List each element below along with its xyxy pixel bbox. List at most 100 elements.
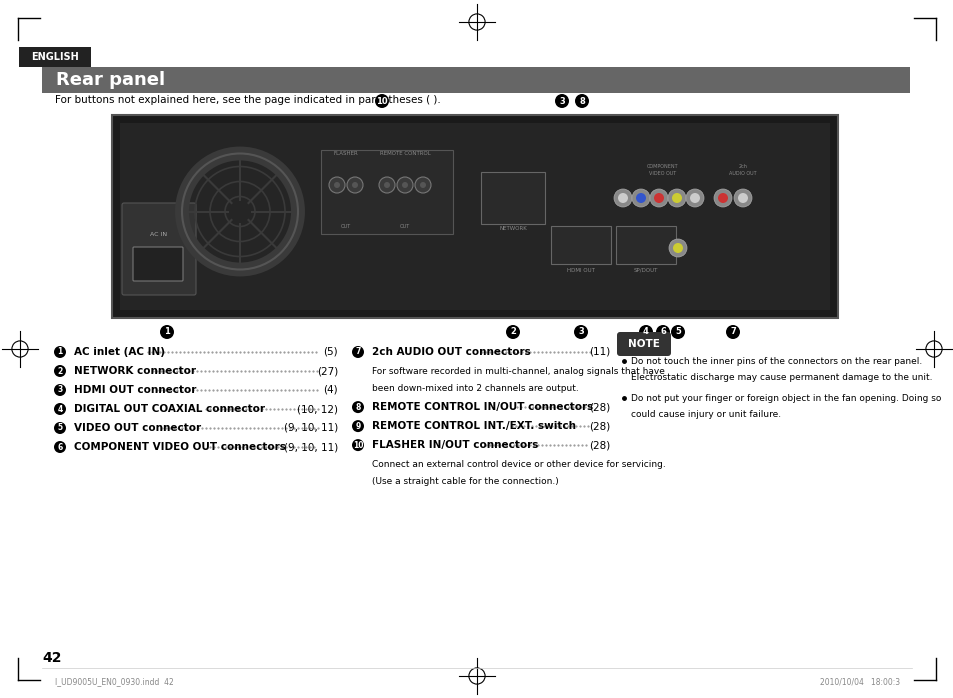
Circle shape [378, 177, 395, 193]
Text: VIDEO OUT connector: VIDEO OUT connector [74, 423, 201, 433]
Text: 2ch
AUDIO OUT: 2ch AUDIO OUT [728, 165, 756, 176]
Circle shape [329, 177, 345, 193]
Text: 8: 8 [355, 403, 360, 412]
Text: I_UD9005U_EN0_0930.indd  42: I_UD9005U_EN0_0930.indd 42 [55, 678, 173, 687]
Text: 7: 7 [729, 327, 735, 336]
Circle shape [334, 182, 339, 188]
Text: (11): (11) [588, 347, 609, 357]
Circle shape [505, 325, 519, 339]
Text: Connect an external control device or other device for servicing.: Connect an external control device or ot… [372, 459, 665, 468]
Text: COMPONENT VIDEO OUT connectors: COMPONENT VIDEO OUT connectors [74, 442, 286, 452]
Text: HDMI OUT connector: HDMI OUT connector [74, 385, 196, 395]
Text: OUT: OUT [399, 224, 410, 229]
FancyBboxPatch shape [19, 47, 91, 67]
Circle shape [555, 94, 568, 108]
Circle shape [733, 189, 751, 207]
Text: 2: 2 [57, 366, 63, 376]
Text: 2010/10/04   18:00:3: 2010/10/04 18:00:3 [819, 678, 899, 687]
Text: (4): (4) [323, 385, 337, 395]
Text: 8: 8 [578, 96, 584, 105]
Circle shape [352, 346, 364, 358]
Text: ENGLISH: ENGLISH [31, 52, 79, 62]
FancyBboxPatch shape [120, 123, 829, 310]
Text: SP/DOUT: SP/DOUT [633, 268, 658, 273]
Circle shape [574, 325, 587, 339]
Text: 5: 5 [57, 424, 63, 433]
Text: REMOTE CONTROL IN/OUT connectors: REMOTE CONTROL IN/OUT connectors [372, 402, 593, 412]
Circle shape [54, 365, 66, 377]
Text: (5): (5) [323, 347, 337, 357]
Text: AC inlet (AC IN): AC inlet (AC IN) [74, 347, 165, 357]
Circle shape [54, 422, 66, 434]
Text: REMOTE CONTROL: REMOTE CONTROL [379, 151, 430, 156]
Text: 6: 6 [659, 327, 665, 336]
Text: 10: 10 [375, 96, 388, 105]
FancyBboxPatch shape [616, 226, 676, 264]
FancyBboxPatch shape [122, 203, 195, 295]
Text: Rear panel: Rear panel [56, 71, 165, 89]
Text: For software recorded in multi-channel, analog signals that have: For software recorded in multi-channel, … [372, 366, 664, 376]
Text: 3: 3 [57, 385, 63, 394]
Circle shape [614, 189, 631, 207]
Circle shape [689, 193, 700, 203]
Text: NOTE: NOTE [627, 339, 659, 349]
Circle shape [160, 325, 173, 339]
Text: (9, 10, 11): (9, 10, 11) [283, 423, 337, 433]
Text: been down-mixed into 2 channels are output.: been down-mixed into 2 channels are outp… [372, 384, 578, 392]
Circle shape [671, 193, 681, 203]
Circle shape [347, 177, 363, 193]
Circle shape [639, 325, 652, 339]
Text: could cause injury or unit failure.: could cause injury or unit failure. [630, 410, 781, 419]
Circle shape [672, 243, 682, 253]
Circle shape [668, 239, 686, 257]
Text: REMOTE CONTROL INT./EXT. switch: REMOTE CONTROL INT./EXT. switch [372, 421, 576, 431]
Text: Do not touch the inner pins of the connectors on the rear panel.: Do not touch the inner pins of the conne… [630, 357, 922, 366]
Circle shape [670, 325, 684, 339]
Text: (28): (28) [588, 402, 609, 412]
Circle shape [636, 193, 645, 203]
Text: 7: 7 [355, 348, 360, 357]
FancyBboxPatch shape [42, 67, 909, 93]
Text: (Use a straight cable for the connection.): (Use a straight cable for the connection… [372, 477, 558, 486]
Circle shape [54, 384, 66, 396]
FancyBboxPatch shape [551, 226, 610, 264]
Text: (28): (28) [588, 440, 609, 450]
Circle shape [575, 94, 588, 108]
FancyBboxPatch shape [617, 332, 670, 356]
Text: (9, 10, 11): (9, 10, 11) [283, 442, 337, 452]
Text: 42: 42 [42, 651, 61, 665]
FancyBboxPatch shape [480, 172, 544, 224]
Circle shape [396, 177, 413, 193]
Circle shape [725, 325, 740, 339]
Text: COMPONENT
VIDEO OUT: COMPONENT VIDEO OUT [646, 165, 679, 176]
Text: FLASHER: FLASHER [334, 151, 358, 156]
Text: AC IN: AC IN [151, 232, 168, 237]
FancyBboxPatch shape [112, 115, 837, 318]
Text: Electrostatic discharge may cause permanent damage to the unit.: Electrostatic discharge may cause perman… [630, 373, 931, 382]
Text: 2: 2 [510, 327, 516, 336]
Circle shape [352, 420, 364, 432]
Circle shape [718, 193, 727, 203]
Text: For buttons not explained here, see the page indicated in parentheses ( ).: For buttons not explained here, see the … [55, 95, 440, 105]
Text: (28): (28) [588, 421, 609, 431]
Text: NETWORK connector: NETWORK connector [74, 366, 195, 376]
Text: (10, 12): (10, 12) [296, 404, 337, 414]
Circle shape [738, 193, 747, 203]
Text: 4: 4 [57, 405, 63, 413]
Text: 2ch AUDIO OUT connectors: 2ch AUDIO OUT connectors [372, 347, 530, 357]
Circle shape [352, 401, 364, 413]
Text: DIGITAL OUT COAXIAL connector: DIGITAL OUT COAXIAL connector [74, 404, 265, 414]
Text: 4: 4 [642, 327, 648, 336]
Text: HDMI OUT: HDMI OUT [566, 268, 595, 273]
FancyBboxPatch shape [132, 247, 183, 281]
Text: 6: 6 [57, 443, 63, 452]
Circle shape [667, 189, 685, 207]
Circle shape [352, 182, 357, 188]
Circle shape [654, 193, 663, 203]
Text: FLASHER IN/OUT connectors: FLASHER IN/OUT connectors [372, 440, 537, 450]
Text: 5: 5 [675, 327, 680, 336]
Circle shape [401, 182, 408, 188]
Circle shape [685, 189, 703, 207]
Circle shape [375, 94, 389, 108]
Text: 3: 3 [558, 96, 564, 105]
